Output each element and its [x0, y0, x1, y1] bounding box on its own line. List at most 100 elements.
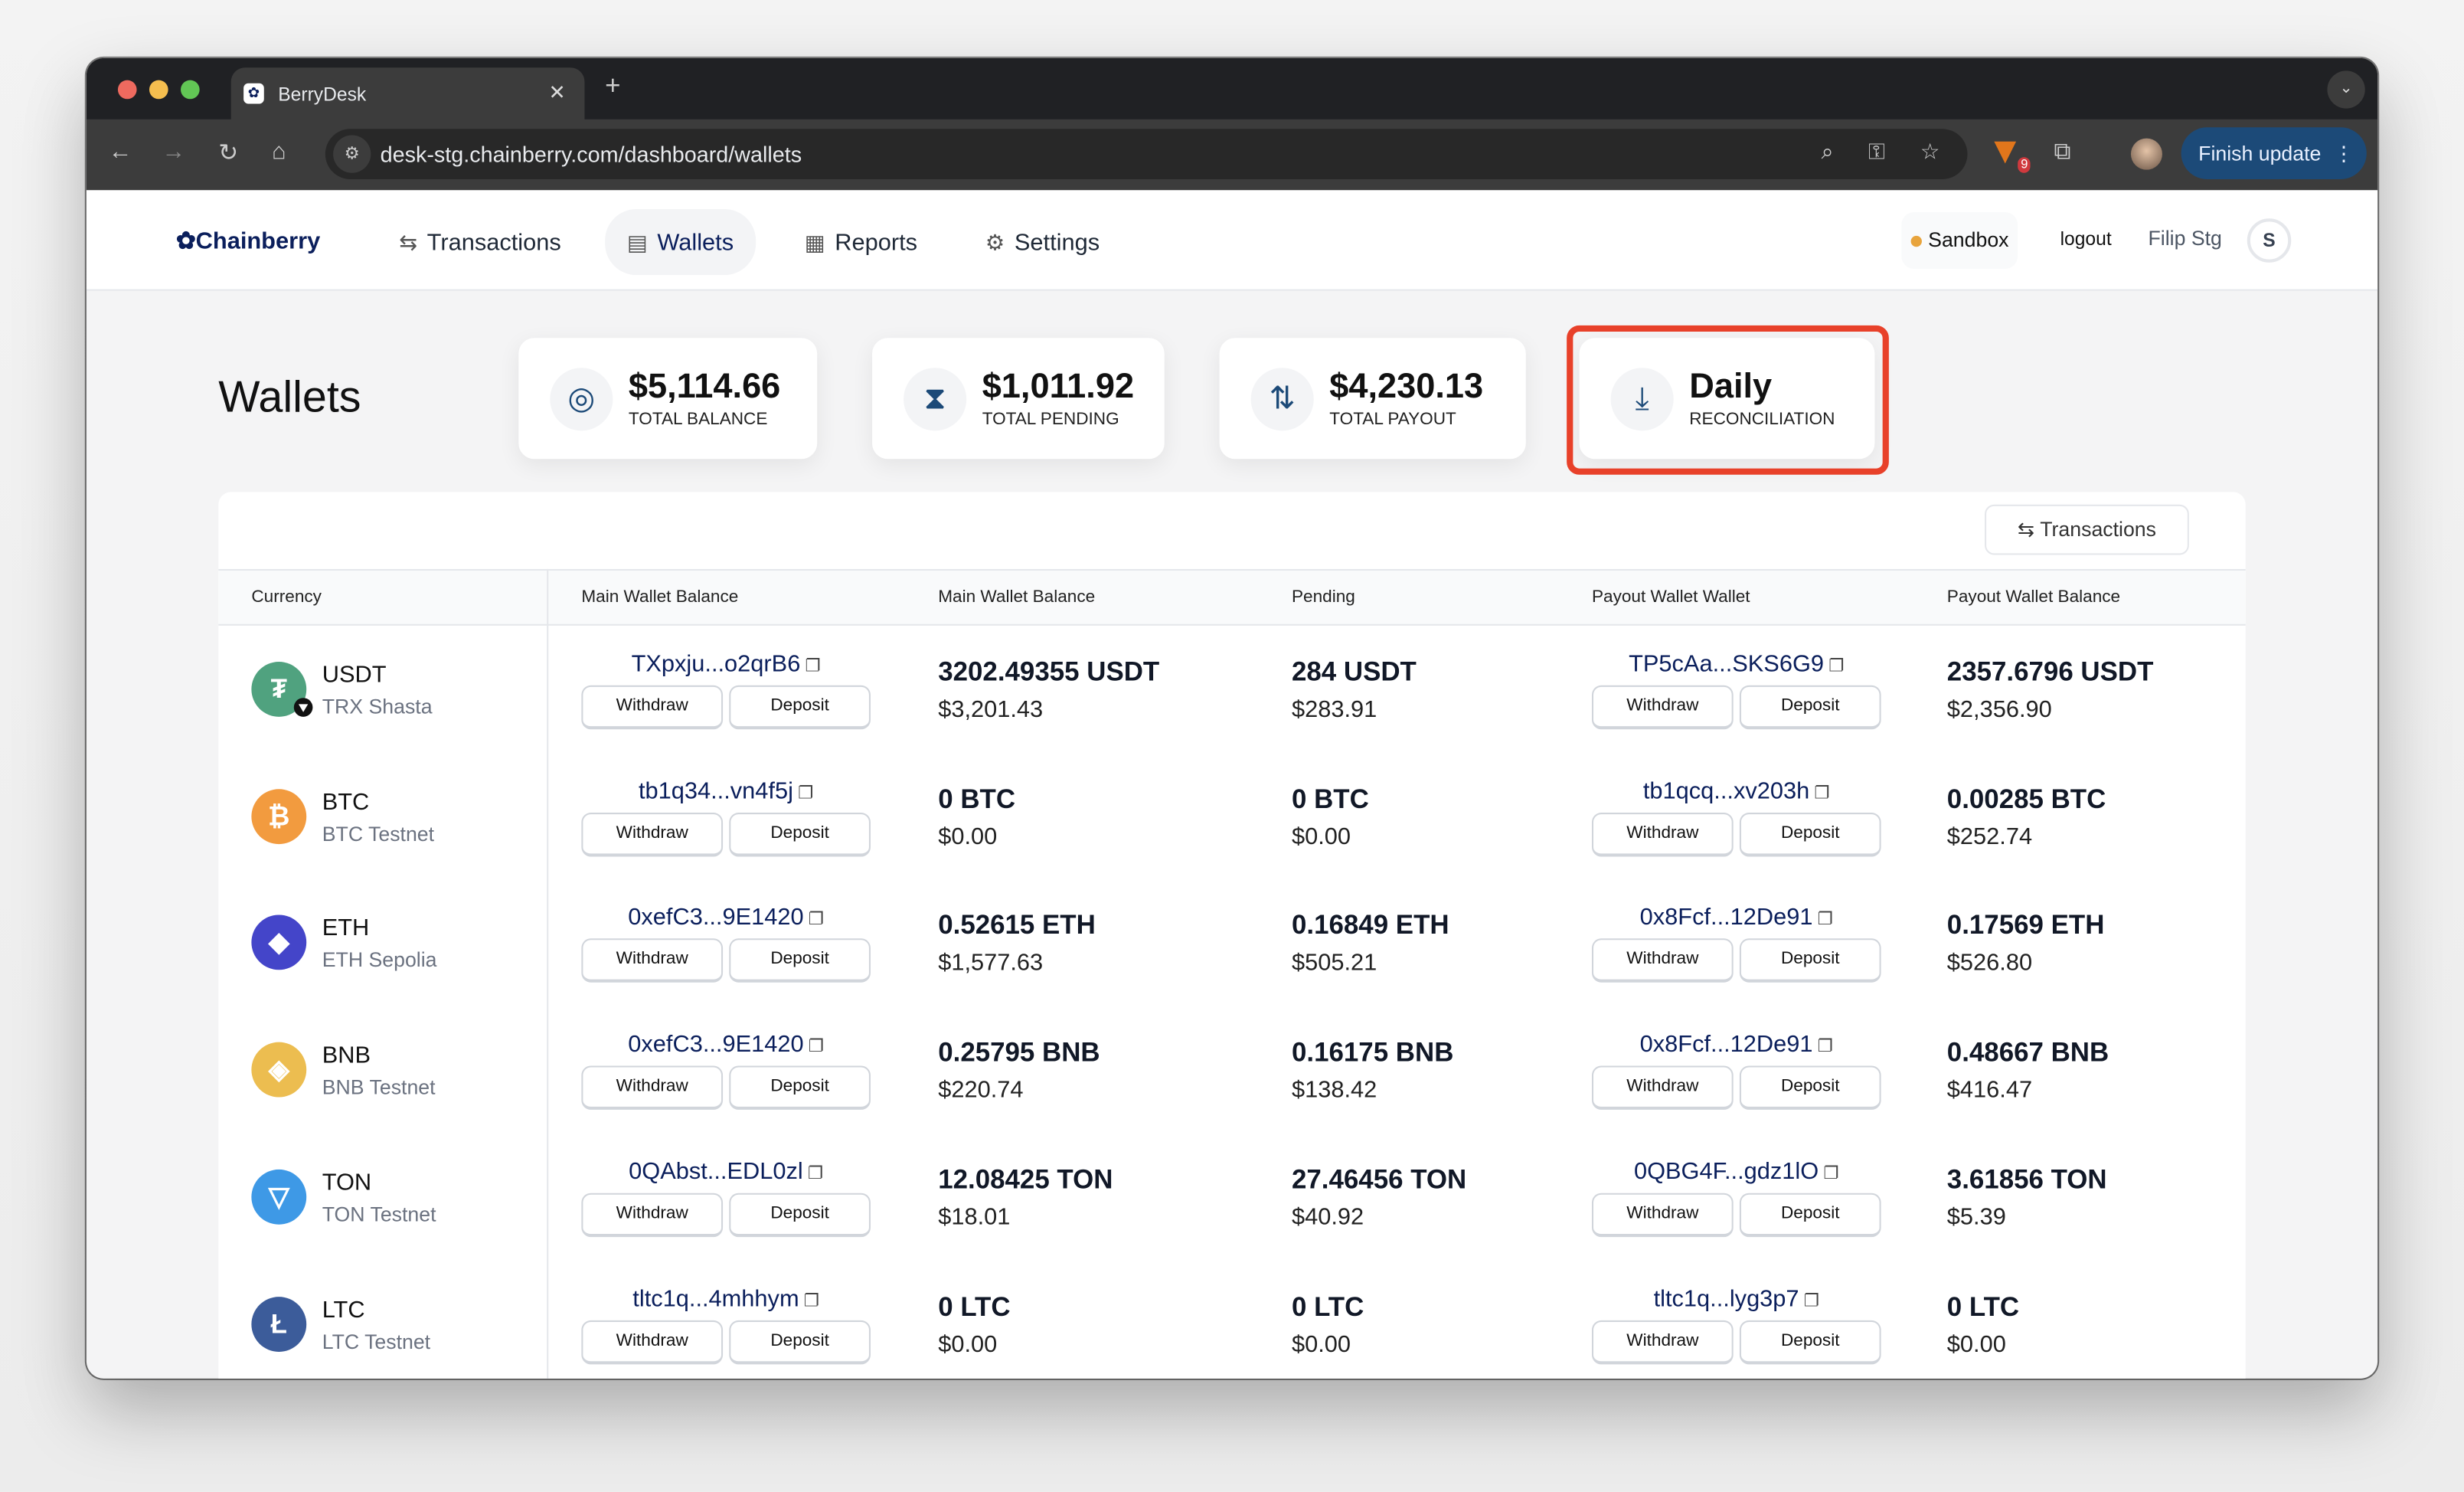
close-window-button[interactable] — [117, 80, 137, 100]
nav-transactions[interactable]: ⇆ Transactions — [377, 209, 583, 275]
main-wallet-address[interactable]: TXpxju...o2qrB6 — [631, 650, 801, 678]
main-wallet-address[interactable]: 0QAbst...EDL0zl — [629, 1158, 803, 1186]
withdraw-button[interactable]: Withdraw — [1591, 1065, 1734, 1111]
deposit-button[interactable]: Deposit — [1739, 812, 1881, 856]
payout-wallet-address[interactable]: tltc1q...lyg3p7 — [1653, 1284, 1799, 1312]
transactions-button[interactable]: ⇆ Transactions — [1985, 504, 2189, 555]
tab-search-chevron-icon[interactable]: ⌄ — [2327, 70, 2365, 109]
copy-icon[interactable]: ❐ — [805, 656, 821, 676]
address-bar[interactable]: ⚙ desk-stg.chainberry.com/dashboard/wall… — [325, 129, 1968, 179]
key-icon[interactable]: ⚿ — [1868, 138, 1886, 164]
main-wallet-address[interactable]: tltc1q...4mhhym — [632, 1284, 799, 1312]
nav-settings[interactable]: ⚙ Settings — [963, 209, 1122, 275]
home-icon[interactable]: ⌂ — [272, 138, 286, 165]
deposit-button[interactable]: Deposit — [729, 1065, 871, 1111]
deposit-button[interactable]: Deposit — [729, 1193, 871, 1237]
withdraw-button[interactable]: Withdraw — [581, 1193, 724, 1237]
user-avatar[interactable]: S — [2247, 218, 2292, 263]
pending-balance: 0.16849 ETH $505.21 — [1292, 911, 1449, 977]
table-header: Currency Main Wallet Balance Main Wallet… — [218, 568, 2246, 626]
reload-icon[interactable]: ↻ — [218, 139, 239, 167]
withdraw-button[interactable]: Withdraw — [581, 812, 724, 856]
withdraw-button[interactable]: Withdraw — [581, 939, 724, 983]
copy-icon[interactable]: ❐ — [1823, 1164, 1839, 1183]
table-row: ◆ ETH ETH Sepolia 0xefC3...9E1420 ❐ Withd… — [218, 881, 2245, 1008]
copy-icon[interactable]: ❐ — [807, 1164, 824, 1183]
site-info-icon[interactable]: ⚙ — [333, 135, 371, 173]
finish-update-button[interactable]: Finish update ⋮ — [2181, 127, 2367, 179]
logout-link[interactable]: logout — [2060, 227, 2112, 250]
browser-tab[interactable]: ✿ BerryDesk ✕ — [230, 67, 585, 119]
metamask-extension-icon[interactable] — [1994, 141, 2017, 164]
deposit-button[interactable]: Deposit — [729, 812, 871, 856]
pending-balance: 0.16175 BNB $138.42 — [1292, 1038, 1453, 1104]
nav-wallets[interactable]: ▤ Wallets — [605, 208, 756, 276]
copy-icon[interactable]: ❐ — [1828, 656, 1845, 676]
deposit-button[interactable]: Deposit — [1739, 939, 1881, 983]
withdraw-button[interactable]: Withdraw — [1591, 812, 1734, 856]
main-balance-crypto: 12.08425 TON — [938, 1164, 1113, 1195]
withdraw-button[interactable]: Withdraw — [1591, 1193, 1734, 1237]
copy-icon[interactable]: ❐ — [1803, 1291, 1819, 1310]
payout-wallet-address[interactable]: 0x8Fcf...12De91 — [1639, 1031, 1813, 1058]
deposit-button[interactable]: Deposit — [729, 685, 871, 730]
minimize-window-button[interactable] — [149, 80, 168, 100]
withdraw-button[interactable]: Withdraw — [1591, 1319, 1734, 1364]
environment-label: Sandbox — [1928, 227, 2009, 252]
daily-reconciliation-card[interactable]: ⤓ Daily RECONCILIATION — [1579, 338, 1875, 460]
copy-icon[interactable]: ❐ — [1817, 1037, 1833, 1057]
pending-balance-usd: $283.91 — [1291, 696, 1377, 724]
copy-icon[interactable]: ❐ — [803, 1291, 820, 1310]
maximize-window-button[interactable] — [181, 80, 200, 100]
back-icon[interactable]: ← — [108, 138, 132, 165]
column-divider — [547, 568, 549, 1379]
profile-avatar[interactable] — [2130, 138, 2162, 170]
star-icon[interactable]: ☆ — [1920, 138, 1940, 164]
withdraw-button[interactable]: Withdraw — [1591, 939, 1734, 983]
main-wallet-address[interactable]: tb1q34...vn4f5j — [638, 777, 793, 805]
main-balance: 0.52615 ETH $1,577.63 — [938, 911, 1096, 977]
new-tab-icon[interactable]: + — [605, 70, 621, 101]
url-text[interactable]: desk-stg.chainberry.com/dashboard/wallet… — [380, 141, 802, 167]
main-balance-usd: $18.01 — [938, 1203, 1011, 1231]
withdraw-button[interactable]: Withdraw — [581, 685, 724, 730]
main-wallet: 0QAbst...EDL0zl ❐ Withdraw Deposit — [581, 1134, 871, 1237]
copy-icon[interactable]: ❐ — [1814, 784, 1830, 803]
payout-wallet-address[interactable]: tb1qcq...xv203h — [1642, 777, 1810, 805]
payout-wallet-address[interactable]: TP5cAa...SKS6G9 — [1629, 650, 1825, 678]
pending-balance-crypto: 0.16175 BNB — [1291, 1037, 1454, 1068]
main-wallet: 0xefC3...9E1420 ❐ Withdraw Deposit — [581, 881, 871, 983]
main-wallet-address[interactable]: 0xefC3...9E1420 — [628, 1031, 804, 1058]
pending-balance-usd: $138.42 — [1291, 1077, 1377, 1104]
withdraw-button[interactable]: Withdraw — [1591, 685, 1734, 730]
copy-icon[interactable]: ❐ — [798, 784, 814, 803]
zoom-icon[interactable]: ⌕ — [1821, 138, 1834, 164]
forward-icon[interactable]: → — [162, 138, 186, 165]
nav-label: Transactions — [426, 229, 561, 257]
copy-icon[interactable]: ❐ — [808, 911, 825, 930]
deposit-button[interactable]: Deposit — [729, 1319, 871, 1364]
nav-reports[interactable]: ▦ Reports — [783, 209, 940, 275]
report-icon: ▦ — [804, 229, 825, 255]
deposit-button[interactable]: Deposit — [729, 939, 871, 983]
deposit-button[interactable]: Deposit — [1739, 1065, 1881, 1111]
main-wallet-address[interactable]: 0xefC3...9E1420 — [628, 904, 804, 931]
payout-wallet-address[interactable]: 0QBG4F...gdz1lO — [1633, 1158, 1819, 1186]
copy-icon[interactable]: ❐ — [1817, 911, 1833, 930]
logo[interactable]: ✿Chainberry — [176, 227, 320, 255]
close-tab-icon[interactable]: ✕ — [548, 80, 566, 104]
withdraw-button[interactable]: Withdraw — [581, 1319, 724, 1364]
payout-wallet-address[interactable]: 0x8Fcf...12De91 — [1639, 904, 1813, 931]
deposit-button[interactable]: Deposit — [1739, 1193, 1881, 1237]
main-wallet: 0xefC3...9E1420 ❐ Withdraw Deposit — [581, 1008, 871, 1111]
payout-balance: 0 LTC $0.00 — [1947, 1291, 2019, 1357]
payout-balance-usd: $5.39 — [1946, 1203, 2006, 1231]
payout-icon: ⇅ — [1250, 368, 1314, 431]
copy-icon[interactable]: ❐ — [808, 1037, 825, 1057]
total-pending-card: ⧗ $1,011.92 TOTAL PENDING — [872, 338, 1165, 460]
deposit-button[interactable]: Deposit — [1739, 685, 1881, 730]
deposit-button[interactable]: Deposit — [1739, 1319, 1881, 1364]
extensions-puzzle-icon[interactable]: ⧉ — [2054, 138, 2071, 165]
withdraw-button[interactable]: Withdraw — [581, 1065, 724, 1111]
browser-window: ✿ BerryDesk ✕ + ⌄ ← → ↻ ⌂ ⚙ desk-stg.cha… — [86, 57, 2378, 1379]
